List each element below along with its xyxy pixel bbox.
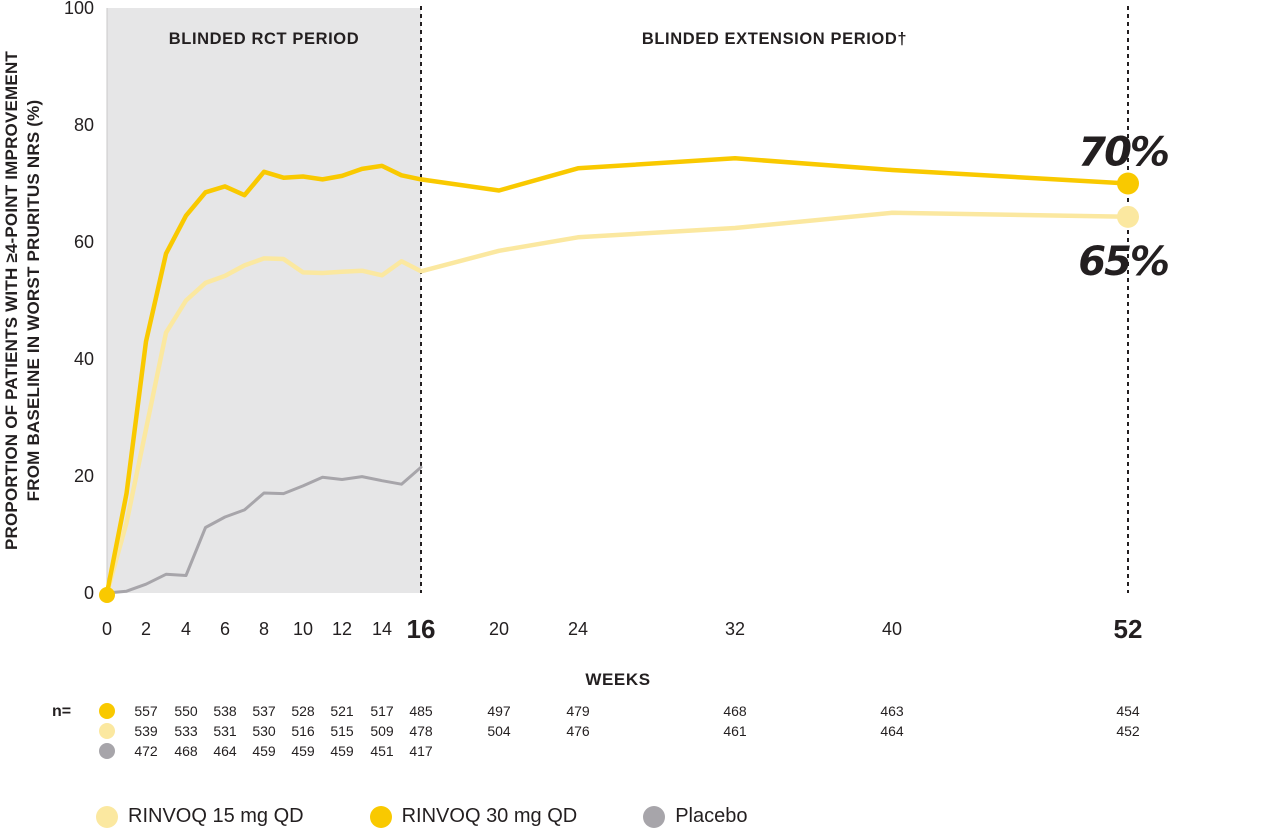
x-tick-label: 0 [102, 619, 112, 639]
x-tick-label: 40 [882, 619, 902, 639]
n-table-value: 451 [370, 743, 394, 759]
legend-label-rinvoq-15: RINVOQ 15 mg QD [128, 805, 304, 827]
x-axis-title: WEEKS [585, 670, 650, 689]
n-table-swatch [99, 703, 115, 719]
y-tick-label: 20 [74, 466, 94, 486]
n-table-value: 468 [174, 743, 198, 759]
legend-swatch-rinvoq-30 [369, 805, 392, 828]
n-table-value: 504 [487, 723, 511, 739]
n-table-swatch [99, 743, 115, 759]
y-tick-label: 100 [64, 0, 94, 18]
end-label-rinvoq-15: 65% [1078, 239, 1168, 285]
x-tick-label: 20 [489, 619, 509, 639]
n-table-value: 550 [174, 703, 198, 719]
n-table-value: 537 [252, 703, 276, 719]
x-tick-label: 12 [332, 619, 352, 639]
n-table-value: 459 [252, 743, 276, 759]
origin-marker [99, 587, 115, 603]
legend-item-rinvoq-15: RINVOQ 15 mg QD [96, 805, 304, 828]
n-table-value: 464 [880, 723, 904, 739]
end-label-rinvoq-30: 70% [1078, 130, 1168, 176]
n-table-value: 476 [566, 723, 590, 739]
n-table-value: 517 [370, 703, 394, 719]
n-table-value: 468 [723, 703, 747, 719]
y-tick-label: 40 [74, 349, 94, 369]
legend: RINVOQ 15 mg QD RINVOQ 30 mg QD Placebo [96, 805, 814, 828]
x-tick-label: 8 [259, 619, 269, 639]
period-label: BLINDED EXTENSION PERIOD† [642, 30, 907, 48]
x-tick-label: 4 [181, 619, 191, 639]
n-table-value: 557 [134, 703, 158, 719]
x-tick-label: 32 [725, 619, 745, 639]
x-tick-label: 2 [141, 619, 151, 639]
legend-label-rinvoq-30: RINVOQ 30 mg QD [401, 805, 578, 827]
legend-label-placebo: Placebo [675, 805, 748, 827]
y-axis-title: PROPORTION OF PATIENTS WITH ≥4-POINT IMP… [2, 51, 21, 550]
n-table-value: 497 [487, 703, 511, 719]
n-table-swatch [99, 723, 115, 739]
n-table-value: 459 [291, 743, 315, 759]
n-table-value: 417 [409, 743, 433, 759]
n-table-value: 533 [174, 723, 198, 739]
legend-swatch-placebo [643, 805, 666, 828]
n-table-value: 509 [370, 723, 394, 739]
n-table-value: 478 [409, 723, 433, 739]
y-tick-label: 80 [74, 115, 94, 135]
n-table-value: 479 [566, 703, 590, 719]
series-line-rinvoq-30-mg-qd [104, 156, 1131, 596]
series-endpoint-rinvoq-15-mg-qd [1117, 205, 1139, 228]
legend-swatch-rinvoq-15 [96, 805, 118, 828]
series-endpoint-rinvoq-30-mg-qd [1117, 172, 1139, 195]
n-table-value: 485 [409, 703, 433, 719]
x-tick-label: 10 [293, 619, 313, 639]
n-table-value: 521 [330, 703, 354, 719]
n-table-value: 539 [134, 723, 158, 739]
n-table-value: 516 [291, 723, 315, 739]
series-line-placebo [105, 465, 423, 595]
n-table-header: n= [52, 703, 71, 720]
x-tick-label: 52 [1114, 614, 1143, 644]
n-table-value: 528 [291, 703, 315, 719]
n-table-value: 454 [1116, 703, 1140, 719]
x-tick-label: 14 [372, 619, 392, 639]
x-tick-label: 16 [407, 614, 436, 644]
n-table-value: 464 [213, 743, 237, 759]
n-table-value: 515 [330, 723, 354, 739]
n-table-value: 472 [134, 743, 158, 759]
n-table-value: 459 [330, 743, 354, 759]
series-line-rinvoq-15-mg-qd [104, 210, 1131, 596]
period-shading [107, 8, 421, 593]
y-axis-title: FROM BASELINE IN WORST PRURITUS NRS (%) [24, 100, 43, 502]
x-tick-label: 6 [220, 619, 230, 639]
period-label: BLINDED RCT PERIOD [169, 30, 359, 48]
x-tick-label: 24 [568, 619, 588, 639]
n-table-value: 461 [723, 723, 747, 739]
y-tick-label: 0 [84, 583, 94, 603]
n-table-value: 530 [252, 723, 276, 739]
legend-item-placebo: Placebo [643, 805, 748, 828]
n-table-value: 452 [1116, 723, 1140, 739]
legend-item-rinvoq-30: RINVOQ 30 mg QD [369, 805, 578, 828]
n-table-value: 531 [213, 723, 237, 739]
n-table-value: 463 [880, 703, 904, 719]
n-table-value: 538 [213, 703, 237, 719]
y-tick-label: 60 [74, 232, 94, 252]
